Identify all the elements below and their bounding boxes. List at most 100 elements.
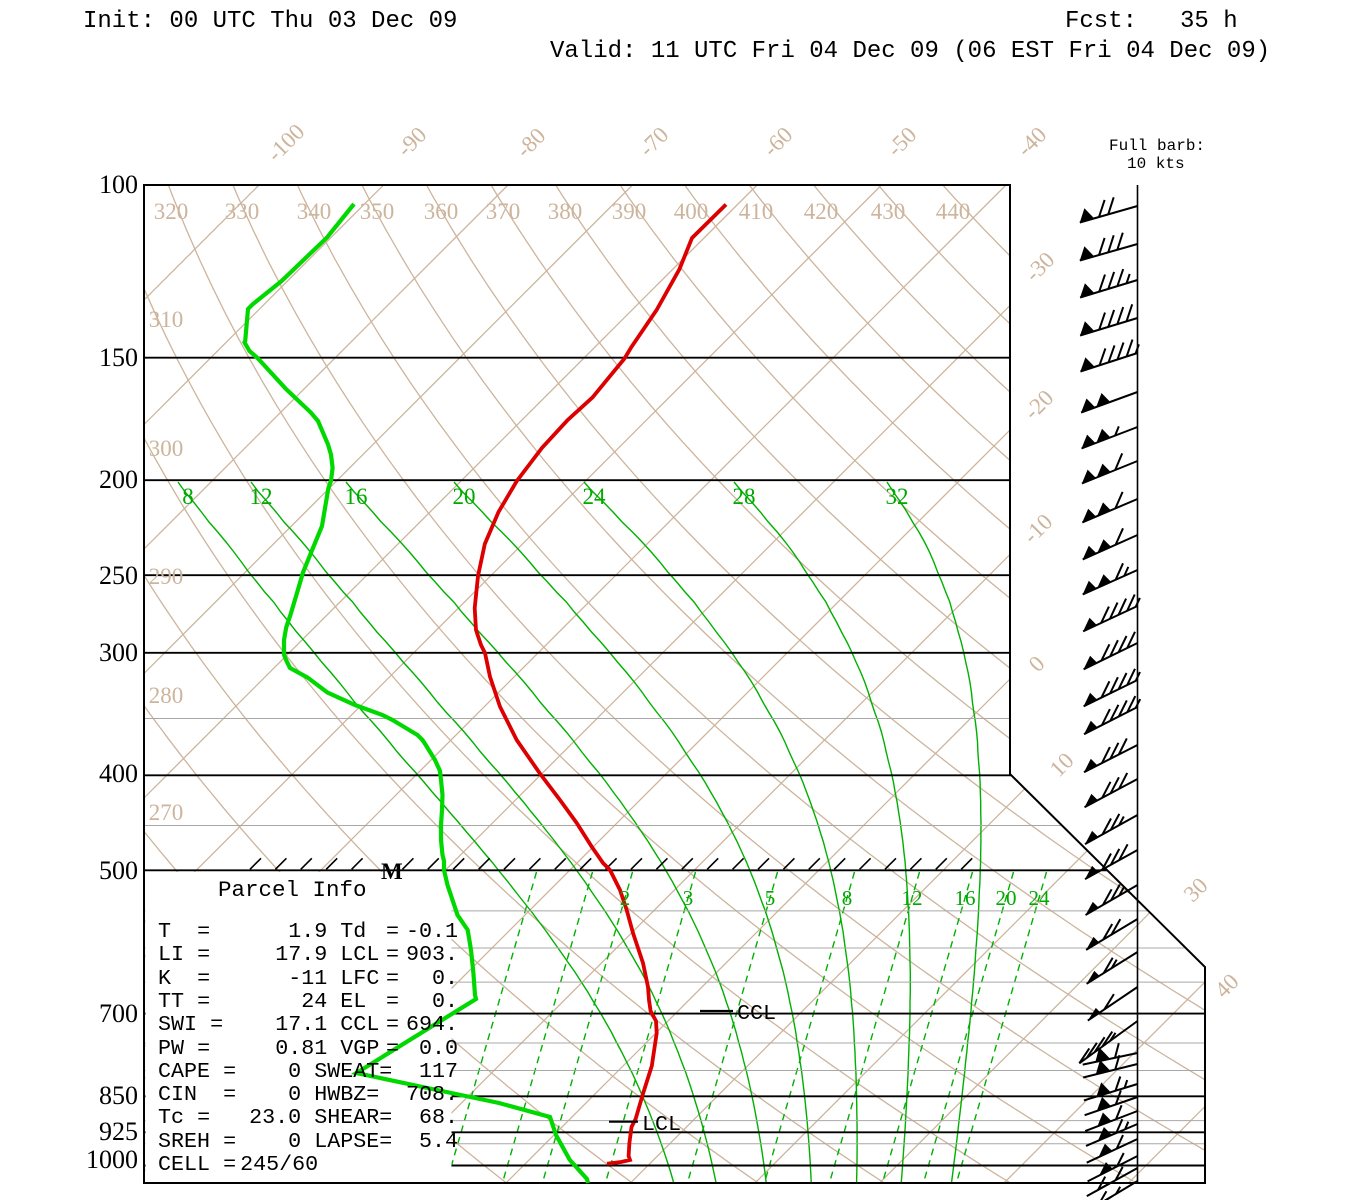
- svg-text:=: =: [223, 1152, 236, 1177]
- svg-text:245/60: 245/60: [240, 1152, 318, 1177]
- svg-text:400: 400: [99, 759, 138, 788]
- svg-text:3: 3: [683, 886, 694, 910]
- svg-text:17.9: 17.9: [275, 942, 327, 967]
- svg-text:LI: LI: [158, 942, 184, 967]
- svg-text:8: 8: [842, 886, 853, 910]
- svg-text:Fcst:: Fcst:: [1065, 8, 1137, 35]
- svg-text:410: 410: [739, 199, 774, 224]
- svg-text:0: 0: [288, 1082, 301, 1107]
- svg-text:100: 100: [99, 170, 138, 199]
- svg-text:-0.1: -0.1: [406, 919, 458, 944]
- svg-text:1000: 1000: [86, 1145, 138, 1174]
- svg-text:117: 117: [419, 1059, 458, 1084]
- svg-text:CELL: CELL: [158, 1152, 210, 1177]
- svg-text:370: 370: [486, 199, 521, 224]
- svg-text:925: 925: [99, 1117, 138, 1146]
- svg-text:32: 32: [886, 484, 909, 509]
- svg-text:24: 24: [301, 989, 327, 1014]
- svg-text:420: 420: [804, 199, 839, 224]
- svg-text:10 kts: 10 kts: [1127, 155, 1185, 173]
- svg-text:340: 340: [297, 199, 332, 224]
- svg-text:Full barb:: Full barb:: [1109, 137, 1205, 155]
- svg-text:320: 320: [154, 199, 189, 224]
- svg-text:290: 290: [149, 564, 184, 589]
- svg-text:=: =: [386, 919, 399, 944]
- svg-text:=: =: [386, 1012, 399, 1037]
- svg-text:2: 2: [620, 886, 631, 910]
- svg-text:Parcel Info: Parcel Info: [218, 877, 367, 903]
- svg-text:0.0: 0.0: [419, 1036, 458, 1061]
- svg-text:708.: 708.: [406, 1082, 458, 1107]
- svg-text:CIN: CIN: [158, 1082, 197, 1107]
- svg-text:5.4: 5.4: [419, 1129, 458, 1154]
- svg-text:694.: 694.: [406, 1012, 458, 1037]
- svg-text:35 h: 35 h: [1180, 8, 1238, 35]
- svg-text:HWBZ=: HWBZ=: [314, 1082, 379, 1107]
- svg-text:=: =: [386, 942, 399, 967]
- svg-text:=: =: [223, 1082, 236, 1107]
- svg-text:270: 270: [149, 800, 184, 825]
- svg-text:EL: EL: [340, 989, 366, 1014]
- svg-text:SWI: SWI: [158, 1012, 197, 1037]
- svg-text:5: 5: [765, 886, 776, 910]
- svg-text:390: 390: [612, 199, 647, 224]
- svg-text:VGP: VGP: [340, 1036, 379, 1061]
- svg-text:380: 380: [548, 199, 583, 224]
- svg-text:12: 12: [902, 886, 923, 910]
- svg-text:903.: 903.: [406, 942, 458, 967]
- svg-text:16: 16: [345, 484, 368, 509]
- svg-text:=: =: [197, 942, 210, 967]
- svg-text:CCL: CCL: [737, 1001, 776, 1026]
- svg-text:400: 400: [674, 199, 709, 224]
- svg-text:CCL: CCL: [340, 1012, 379, 1037]
- svg-text:150: 150: [99, 343, 138, 372]
- svg-text:=: =: [197, 1036, 210, 1061]
- svg-text:300: 300: [99, 638, 138, 667]
- svg-text:68.: 68.: [419, 1105, 458, 1130]
- svg-text:28: 28: [733, 484, 756, 509]
- svg-text:20: 20: [996, 886, 1017, 910]
- svg-text:0.: 0.: [432, 989, 458, 1014]
- svg-text:=: =: [197, 966, 210, 991]
- svg-text:300: 300: [149, 436, 184, 461]
- svg-text:=: =: [197, 989, 210, 1014]
- svg-text:SWEAT=: SWEAT=: [314, 1059, 392, 1084]
- svg-text:T: T: [158, 919, 171, 944]
- svg-text:Init: 00 UTC Thu 03 Dec 09: Init: 00 UTC Thu 03 Dec 09: [83, 8, 457, 35]
- svg-text:8: 8: [182, 484, 194, 509]
- svg-text:=: =: [210, 1012, 223, 1037]
- svg-text:250: 250: [99, 561, 138, 590]
- svg-text:17.1: 17.1: [275, 1012, 327, 1037]
- svg-text:330: 330: [225, 199, 260, 224]
- svg-text:=: =: [197, 919, 210, 944]
- svg-text:=: =: [197, 1105, 210, 1130]
- svg-text:1.9: 1.9: [288, 919, 327, 944]
- svg-text:LAPSE=: LAPSE=: [314, 1129, 392, 1154]
- svg-text:16: 16: [955, 886, 976, 910]
- svg-text:-11: -11: [288, 966, 327, 991]
- svg-text:=: =: [223, 1059, 236, 1084]
- svg-text:700: 700: [99, 999, 138, 1028]
- svg-text:0: 0: [288, 1129, 301, 1154]
- svg-text:TT: TT: [158, 989, 184, 1014]
- svg-text:LCL: LCL: [642, 1112, 681, 1137]
- svg-text:SHEAR=: SHEAR=: [314, 1105, 392, 1130]
- svg-text:=: =: [386, 966, 399, 991]
- svg-text:=: =: [386, 989, 399, 1014]
- svg-text:440: 440: [936, 199, 971, 224]
- svg-text:0: 0: [288, 1059, 301, 1084]
- svg-text:K: K: [158, 966, 171, 991]
- svg-text:CAPE: CAPE: [158, 1059, 210, 1084]
- svg-text:M: M: [381, 859, 403, 884]
- svg-text:23.0: 23.0: [249, 1105, 301, 1130]
- svg-text:280: 280: [149, 683, 184, 708]
- svg-text:SREH: SREH: [158, 1129, 210, 1154]
- svg-text:=: =: [223, 1129, 236, 1154]
- svg-text:430: 430: [871, 199, 906, 224]
- svg-text:20: 20: [453, 484, 476, 509]
- svg-text:0.: 0.: [432, 966, 458, 991]
- svg-text:500: 500: [99, 856, 138, 885]
- svg-text:200: 200: [99, 465, 138, 494]
- svg-text:LFC: LFC: [340, 966, 379, 991]
- svg-text:24: 24: [1029, 886, 1051, 910]
